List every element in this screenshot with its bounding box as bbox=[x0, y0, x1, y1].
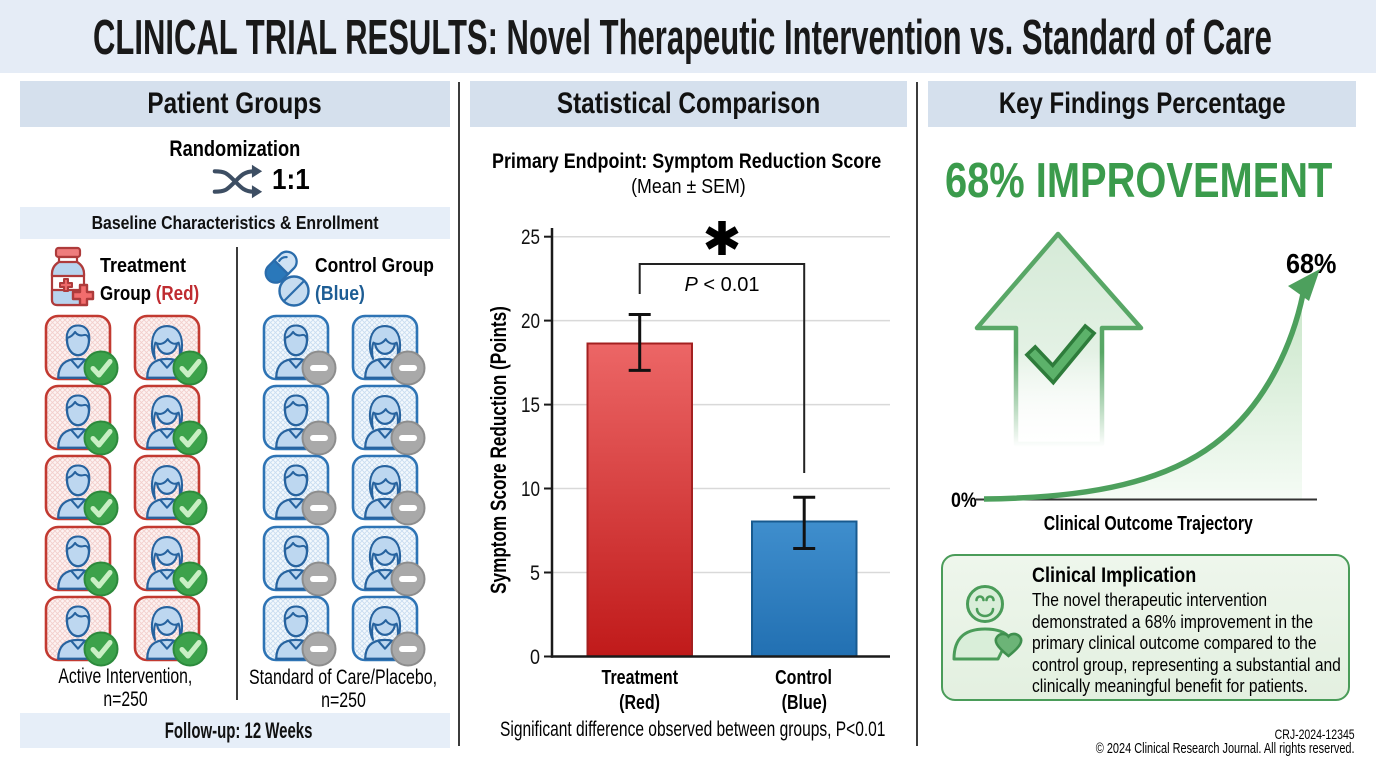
svg-text:15: 15 bbox=[521, 394, 540, 417]
svg-text:20: 20 bbox=[521, 310, 540, 333]
svg-text:0: 0 bbox=[530, 646, 540, 669]
svg-text:5: 5 bbox=[530, 562, 540, 585]
svg-text:10: 10 bbox=[521, 478, 540, 501]
svg-text:25: 25 bbox=[521, 226, 540, 249]
svg-text:Symptom Score Reduction (Point: Symptom Score Reduction (Points) bbox=[487, 306, 512, 594]
svg-text:P < 0.01: P < 0.01 bbox=[684, 274, 759, 296]
